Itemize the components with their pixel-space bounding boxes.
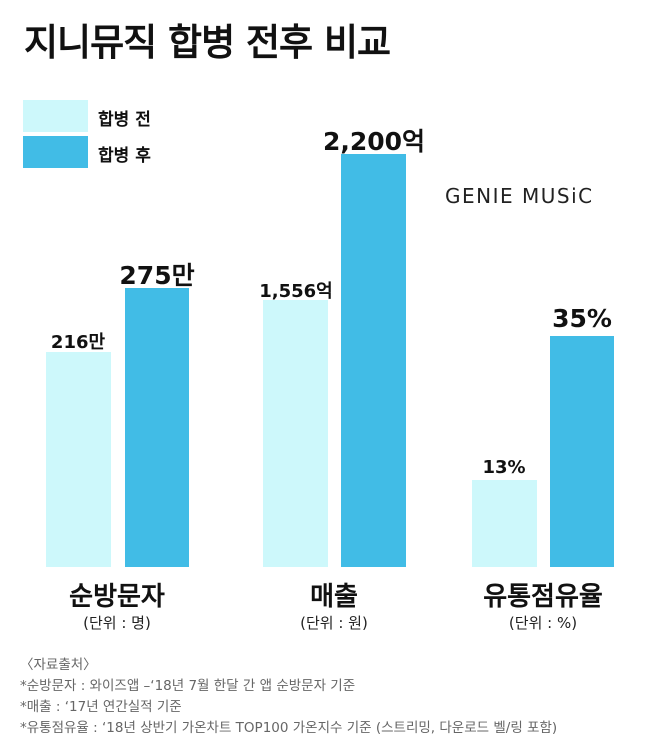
legend-swatch-before [23, 100, 88, 132]
category-label-revenue: 매출 [310, 582, 358, 612]
bar-share-after [550, 336, 614, 567]
bar-revenue-after [341, 154, 406, 567]
unit-label-visitors: (단위 : 명) [83, 614, 151, 632]
source-notes: 〈자료출처〉 *순방문자 : 와이즈앱 –‘18년 7월 한달 간 앱 순방문자… [20, 655, 557, 739]
unit-label-share: (단위 : %) [508, 614, 578, 632]
source-notes-header: 〈자료출처〉 [20, 657, 97, 673]
legend-label-after: 합병 후 [98, 146, 151, 166]
legend-label-before: 합병 전 [98, 110, 151, 130]
category-label-share: 유통점유율 [483, 582, 603, 612]
source-note-revenue: *매출 : ‘17년 연간실적 기준 [20, 699, 182, 715]
unit-label-revenue: (단위 : 원) [300, 614, 368, 632]
bar-visitors-after [125, 288, 189, 567]
value-label-visitors-before: 216만 [50, 332, 106, 353]
value-label-visitors-after: 275만 [119, 261, 195, 290]
category-label-visitors: 순방문자 [69, 582, 165, 612]
value-label-share-before: 13% [482, 457, 526, 478]
brand-logo: GENIE MUSiC [445, 184, 594, 208]
bar-revenue-before [263, 300, 328, 567]
legend-swatch-after [23, 136, 88, 168]
source-note-share: *유통점유율 : ‘18년 상반기 가온차트 TOP100 가온지수 기준 (스… [20, 720, 558, 736]
source-note-visitors: *순방문자 : 와이즈앱 –‘18년 7월 한달 간 앱 순방문자 기준 [20, 678, 356, 694]
value-label-share-after: 35% [552, 304, 612, 333]
chart-title: 지니뮤직 합병 전후 비교 [24, 21, 391, 64]
bar-share-before [472, 480, 537, 567]
value-label-revenue-after: 2,200억 [322, 127, 426, 156]
bar-visitors-before [46, 352, 111, 567]
value-label-revenue-before: 1,556억 [259, 281, 333, 302]
